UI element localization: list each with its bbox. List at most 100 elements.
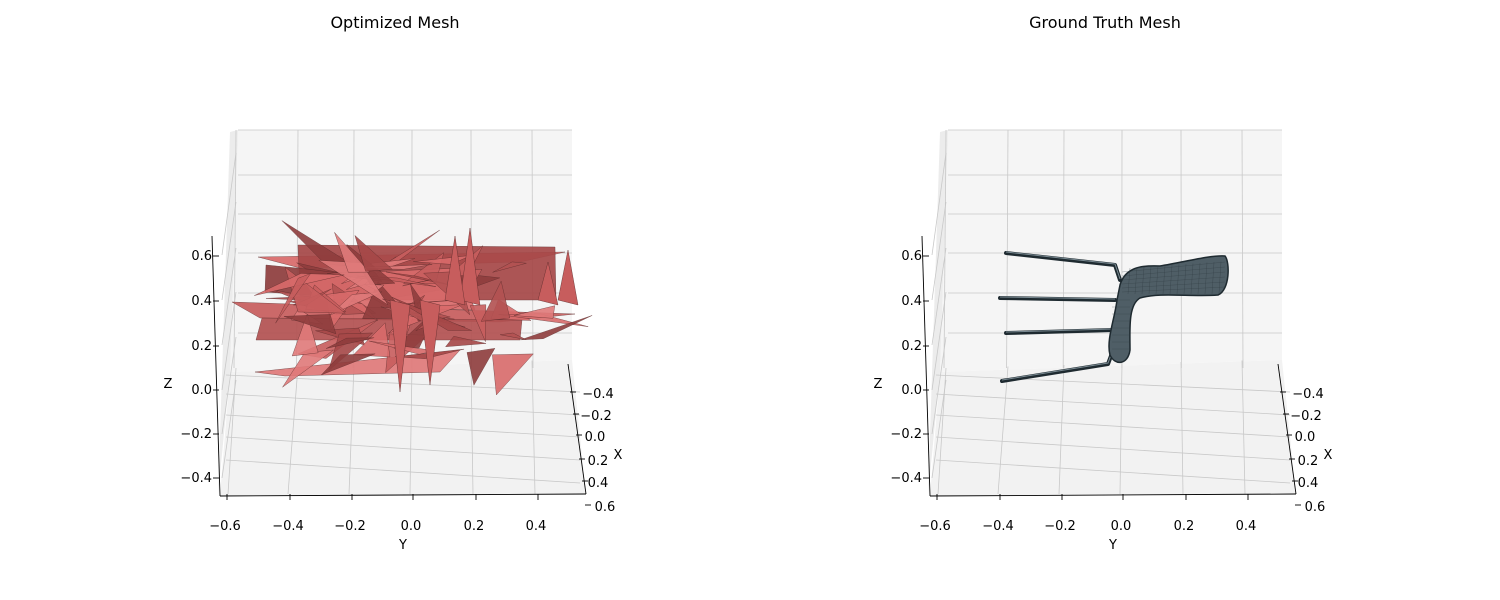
z-tick-label: 0.6 bbox=[191, 249, 212, 264]
chair-mesh-line bbox=[1121, 261, 1226, 273]
mesh-spike bbox=[500, 332, 527, 340]
y-tick-label: −0.2 bbox=[334, 519, 366, 534]
y-axis-label: Y bbox=[1108, 538, 1117, 553]
side-gridline bbox=[221, 291, 237, 391]
floor-gridline-y bbox=[287, 366, 299, 495]
chair-mesh-line bbox=[1162, 265, 1166, 295]
back-gridline-v bbox=[233, 129, 237, 369]
x-tick-label: −0.4 bbox=[1292, 387, 1324, 402]
mesh-spike bbox=[520, 315, 593, 341]
chair-leg-highlight bbox=[1005, 328, 1114, 333]
x-tick-label: 0.2 bbox=[588, 454, 609, 469]
floor-gridline-x bbox=[225, 436, 581, 461]
z-tick-label: −0.4 bbox=[890, 471, 922, 486]
y-tick-label: 0.0 bbox=[401, 519, 422, 534]
x-axis-label: X bbox=[614, 448, 623, 463]
y-tick-label: −0.6 bbox=[919, 519, 951, 534]
mesh-spike bbox=[291, 313, 319, 357]
mesh-spike bbox=[334, 232, 370, 273]
mesh-spike bbox=[325, 337, 375, 349]
mesh-spike bbox=[466, 348, 496, 386]
mesh-spike bbox=[492, 353, 534, 396]
side-gridline bbox=[221, 201, 237, 301]
side-gridline bbox=[221, 379, 237, 479]
z-tick-label: 0.2 bbox=[191, 339, 212, 354]
optimized-mesh-panel: Optimized Mesh −0.6 −0.4 −0.2 0.0 0.2 0.4 Y −0.4… bbox=[164, 13, 623, 553]
y-tick-label: −0.2 bbox=[1044, 519, 1076, 534]
chair-leg bbox=[1004, 328, 1115, 335]
back-gridline-v bbox=[943, 129, 947, 369]
chair-mesh-line bbox=[1121, 286, 1226, 293]
x-tick-label: −0.2 bbox=[580, 409, 612, 424]
mesh-spike bbox=[419, 299, 441, 386]
back-gridline-v bbox=[1241, 129, 1244, 369]
mesh-spike bbox=[469, 304, 487, 342]
x-tick-label: −0.2 bbox=[1290, 409, 1322, 424]
mesh-spike bbox=[492, 261, 527, 273]
chair-mesh-line bbox=[1121, 276, 1226, 285]
chair-mesh-line bbox=[1121, 271, 1226, 281]
mesh-spike bbox=[296, 262, 342, 274]
chair-mesh-line bbox=[1134, 267, 1138, 295]
mesh-spike bbox=[282, 349, 335, 388]
mesh-spike bbox=[389, 299, 411, 393]
chair-leg-highlight bbox=[1005, 251, 1121, 280]
chair-seat bbox=[1108, 255, 1229, 363]
mesh-spike bbox=[480, 280, 511, 322]
floor-gridline-y bbox=[1058, 364, 1065, 495]
z-tick-label: −0.2 bbox=[890, 427, 922, 442]
x-tick-label: 0.4 bbox=[588, 476, 609, 491]
y-tick-label: 0.0 bbox=[1111, 519, 1132, 534]
z-tick-label: −0.4 bbox=[180, 471, 212, 486]
side-gridline bbox=[931, 201, 947, 301]
z-axis-label: Z bbox=[874, 377, 883, 392]
chair-mesh-line bbox=[1197, 262, 1201, 295]
z-axis-label: Z bbox=[164, 377, 173, 392]
chair-leg-highlight bbox=[999, 296, 1116, 300]
floor-gridline-y bbox=[1180, 361, 1184, 495]
floor-gridline-y bbox=[531, 360, 536, 495]
y-tick-label: 0.2 bbox=[1174, 519, 1195, 534]
y-tick-label: 0.4 bbox=[526, 519, 547, 534]
chair-mesh-line bbox=[1121, 281, 1226, 289]
z-tick-label: 0.4 bbox=[191, 294, 212, 309]
side-gridline bbox=[221, 247, 237, 346]
floor-gridline-y bbox=[997, 366, 1009, 495]
floor-gridline-y bbox=[1241, 360, 1246, 495]
mesh-spike bbox=[283, 314, 337, 335]
side-gridline bbox=[931, 247, 947, 346]
floor-gridline-x bbox=[225, 459, 581, 484]
y-axis-line bbox=[929, 493, 1297, 497]
x-tick-label: 0.0 bbox=[585, 430, 606, 445]
x-tick-label: 0.4 bbox=[1298, 476, 1319, 491]
mesh-spike bbox=[557, 249, 579, 306]
back-gridline-v bbox=[1062, 129, 1065, 369]
z-tick-label: 0.0 bbox=[191, 383, 212, 398]
mesh-spike bbox=[321, 353, 376, 376]
y-tick-label: −0.6 bbox=[209, 519, 241, 534]
floor-gridline-x bbox=[935, 414, 1291, 438]
chair-mesh-line bbox=[1148, 266, 1152, 295]
x-tick-label: 0.6 bbox=[595, 500, 616, 515]
floor-gridline-x bbox=[225, 374, 581, 393]
chair-mesh-line bbox=[1121, 266, 1226, 277]
mesh-spike bbox=[275, 273, 312, 324]
floor-pane bbox=[220, 360, 586, 496]
mesh-spike bbox=[318, 260, 389, 305]
chair-mesh-line bbox=[1141, 266, 1145, 295]
z-tick-label: 0.6 bbox=[901, 249, 922, 264]
floor-gridline-y bbox=[470, 361, 474, 495]
x-tick-label: 0.2 bbox=[1298, 454, 1319, 469]
floor-gridline-x bbox=[935, 436, 1291, 461]
floor-gridline-y bbox=[348, 364, 355, 495]
chair-mesh-line bbox=[1155, 265, 1159, 295]
z-tick-label: 0.2 bbox=[901, 339, 922, 354]
y-tick-label: 0.4 bbox=[1236, 519, 1257, 534]
x-axis-line bbox=[1277, 363, 1297, 495]
mesh-spike bbox=[537, 261, 559, 306]
chair-mesh-line bbox=[1169, 264, 1173, 295]
y-axis-line bbox=[219, 493, 587, 497]
chair-mesh-line bbox=[1127, 267, 1131, 295]
chair-mesh-line bbox=[1190, 263, 1194, 295]
